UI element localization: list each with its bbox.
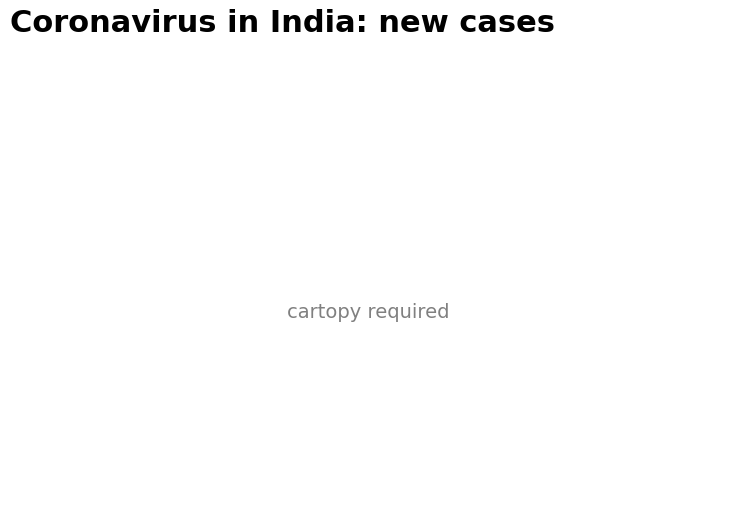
Text: Coronavirus in India: new cases: Coronavirus in India: new cases (10, 9, 555, 38)
Text: cartopy required: cartopy required (287, 303, 449, 322)
